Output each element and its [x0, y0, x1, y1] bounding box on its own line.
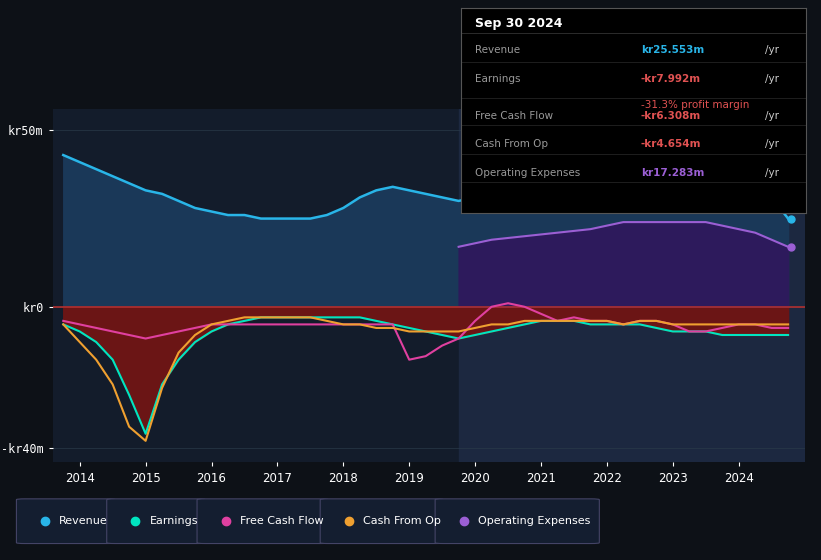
Text: /yr: /yr [765, 74, 779, 84]
FancyBboxPatch shape [197, 499, 328, 544]
Text: -31.3% profit margin: -31.3% profit margin [640, 100, 749, 110]
Text: Free Cash Flow: Free Cash Flow [475, 111, 553, 120]
Text: Cash From Op: Cash From Op [363, 516, 441, 526]
Text: Revenue: Revenue [59, 516, 108, 526]
Text: -kr6.308m: -kr6.308m [640, 111, 701, 120]
FancyBboxPatch shape [320, 499, 443, 544]
Text: Operating Expenses: Operating Expenses [478, 516, 590, 526]
Bar [459, 109, 818, 462]
Text: Earnings: Earnings [475, 74, 521, 84]
Text: -kr7.992m: -kr7.992m [640, 74, 701, 84]
Text: Operating Expenses: Operating Expenses [475, 168, 580, 178]
Text: -kr4.654m: -kr4.654m [640, 139, 701, 149]
Text: /yr: /yr [765, 111, 779, 120]
Text: Cash From Op: Cash From Op [475, 139, 548, 149]
Text: /yr: /yr [765, 45, 779, 55]
Text: Earnings: Earnings [149, 516, 198, 526]
FancyBboxPatch shape [435, 499, 599, 544]
Text: /yr: /yr [765, 139, 779, 149]
Text: Free Cash Flow: Free Cash Flow [240, 516, 323, 526]
Text: Revenue: Revenue [475, 45, 521, 55]
Text: kr25.553m: kr25.553m [640, 45, 704, 55]
Text: kr17.283m: kr17.283m [640, 168, 704, 178]
Text: Sep 30 2024: Sep 30 2024 [475, 17, 562, 30]
Text: /yr: /yr [765, 168, 779, 178]
FancyBboxPatch shape [16, 499, 115, 544]
FancyBboxPatch shape [107, 499, 205, 544]
